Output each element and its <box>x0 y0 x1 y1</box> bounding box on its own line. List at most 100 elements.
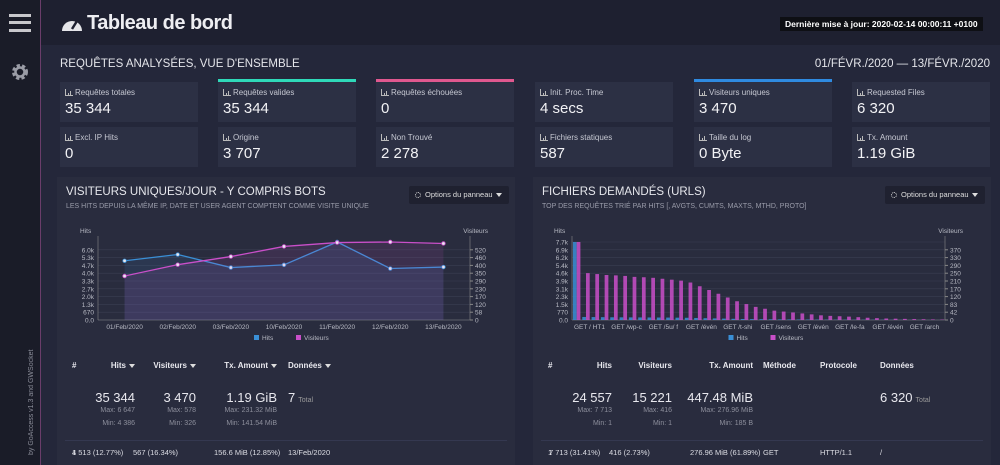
y2-tick-label: 42 <box>950 310 958 317</box>
data-point <box>388 266 393 271</box>
bar <box>623 275 628 320</box>
summary-value: 35 344 <box>95 390 135 405</box>
x-tick-label: GET /le-fa <box>835 324 865 331</box>
y2-tick-label: 350 <box>475 271 486 278</box>
summary-min: Min: 1 <box>592 420 612 427</box>
bar <box>669 279 674 320</box>
x-tick-label: 02/Feb/2020 <box>159 324 196 331</box>
stat-card: Non Trouvé 2 278 <box>376 127 514 167</box>
y-tick-label: 0.0 <box>85 318 94 325</box>
x-tick-label: GET / HT1 <box>574 324 605 331</box>
card-icon <box>540 89 548 96</box>
card-icon-bar <box>226 138 227 140</box>
y-tick-label: 3.1k <box>556 286 569 293</box>
bar <box>684 317 689 320</box>
bar <box>610 317 614 320</box>
card-icon-bar <box>68 93 69 95</box>
y2-tick-label: 370 <box>950 247 961 254</box>
table-cell: 4 513 (12.77%) <box>72 448 124 457</box>
menu-icon[interactable] <box>9 14 31 32</box>
gauge-needle <box>70 20 79 30</box>
card-value: 0 <box>381 100 390 117</box>
gear-icon <box>891 192 897 198</box>
summary-value: 3 470 <box>163 390 196 405</box>
card-icon-bar <box>862 91 863 95</box>
dashboard-icon <box>62 20 82 31</box>
y-tick-label: 4.7k <box>82 263 95 270</box>
bar <box>703 318 708 320</box>
card-value: 0 <box>65 145 74 162</box>
table-cell: 1 <box>72 448 77 457</box>
bar <box>837 316 842 320</box>
x-tick-label: 10/Feb/2020 <box>266 324 303 331</box>
y-tick-label: 3.3k <box>82 279 95 286</box>
card-value: 6 320 <box>857 100 895 117</box>
card-icon-bar <box>704 91 705 95</box>
bar <box>791 312 795 320</box>
x-tick-label: 01/Feb/2020 <box>106 324 143 331</box>
table-header: Visiteurs <box>153 361 196 370</box>
summary-main: 7 <box>288 390 296 405</box>
y2-tick-label: 120 <box>950 294 961 301</box>
data-point <box>441 264 446 270</box>
y-tick-label: 7.7k <box>556 240 569 247</box>
data-point <box>281 262 287 268</box>
table-cell: 567 (16.34%) <box>133 448 179 457</box>
y2-tick-label: 0 <box>950 318 954 325</box>
y-tick-label: 5.3k <box>82 255 95 262</box>
bar <box>725 297 730 320</box>
card-icon-bar <box>226 93 227 95</box>
table-header: Visiteurs <box>638 361 672 370</box>
data-point <box>175 262 180 267</box>
data-point <box>228 265 234 270</box>
bar <box>694 317 698 320</box>
data-point <box>388 239 393 245</box>
bar <box>688 282 693 320</box>
bar <box>847 316 851 320</box>
y2-tick-label: 290 <box>950 263 961 270</box>
table-cell: 416 (2.73%) <box>609 448 650 457</box>
stat-card: Taille du log 0 Byte <box>694 127 832 167</box>
y2-tick-label: 0 <box>475 318 479 325</box>
card-label: Taille du log <box>709 133 752 142</box>
last-update: Dernière mise à jour: 2020-02-14 00:00:1… <box>780 17 983 31</box>
bar <box>675 317 680 320</box>
settings-icon[interactable] <box>10 62 30 82</box>
card-value: 4 secs <box>540 100 584 117</box>
bar <box>604 275 609 320</box>
summary-suffix: Total <box>298 397 314 404</box>
legend-label: Hits <box>262 335 274 342</box>
bar <box>722 318 726 320</box>
bar <box>768 319 773 320</box>
gauge <box>62 21 82 31</box>
panel-title: VISITEURS UNIQUES/JOUR - Y COMPRIS BOTS <box>66 186 326 198</box>
card-icon <box>65 134 73 141</box>
panel-options-button[interactable]: Options du panneau <box>885 186 985 204</box>
legend-label: Visiteurs <box>304 335 330 342</box>
legend-swatch <box>770 335 776 340</box>
card-icon-bar <box>386 91 387 95</box>
data-point <box>228 254 234 259</box>
summary-max: Max: 231.32 MiB <box>224 407 277 414</box>
y2-tick-label: 120 <box>475 302 486 309</box>
y-tick-label: 2.7k <box>82 286 95 293</box>
bar <box>856 317 861 320</box>
panel-options-button[interactable]: Options du panneau <box>409 186 509 204</box>
data-point <box>441 241 446 246</box>
legend-label: Visiteurs <box>779 335 805 342</box>
card-label: Excl. IP Hits <box>75 133 118 142</box>
summary-value: 24 557 <box>572 390 612 405</box>
y-tick-label: 0.0 <box>559 318 568 325</box>
table-cell: HTTP/1.1 <box>820 448 853 457</box>
bar <box>638 317 642 320</box>
card-label: Non Trouvé <box>391 133 433 142</box>
y-tick-label: 770 <box>557 310 568 317</box>
stat-card: Origine 3 707 <box>218 127 356 167</box>
gear-ring <box>14 66 26 78</box>
y2-tick-label: 230 <box>475 286 486 293</box>
stat-card: Requested Files 6 320 <box>852 82 990 122</box>
card-icon <box>65 89 73 96</box>
summary-max: Max: 6 647 <box>100 407 135 414</box>
card-label: Init. Proc. Time <box>550 88 604 97</box>
y2-axis-label: Visiteurs <box>463 228 489 235</box>
